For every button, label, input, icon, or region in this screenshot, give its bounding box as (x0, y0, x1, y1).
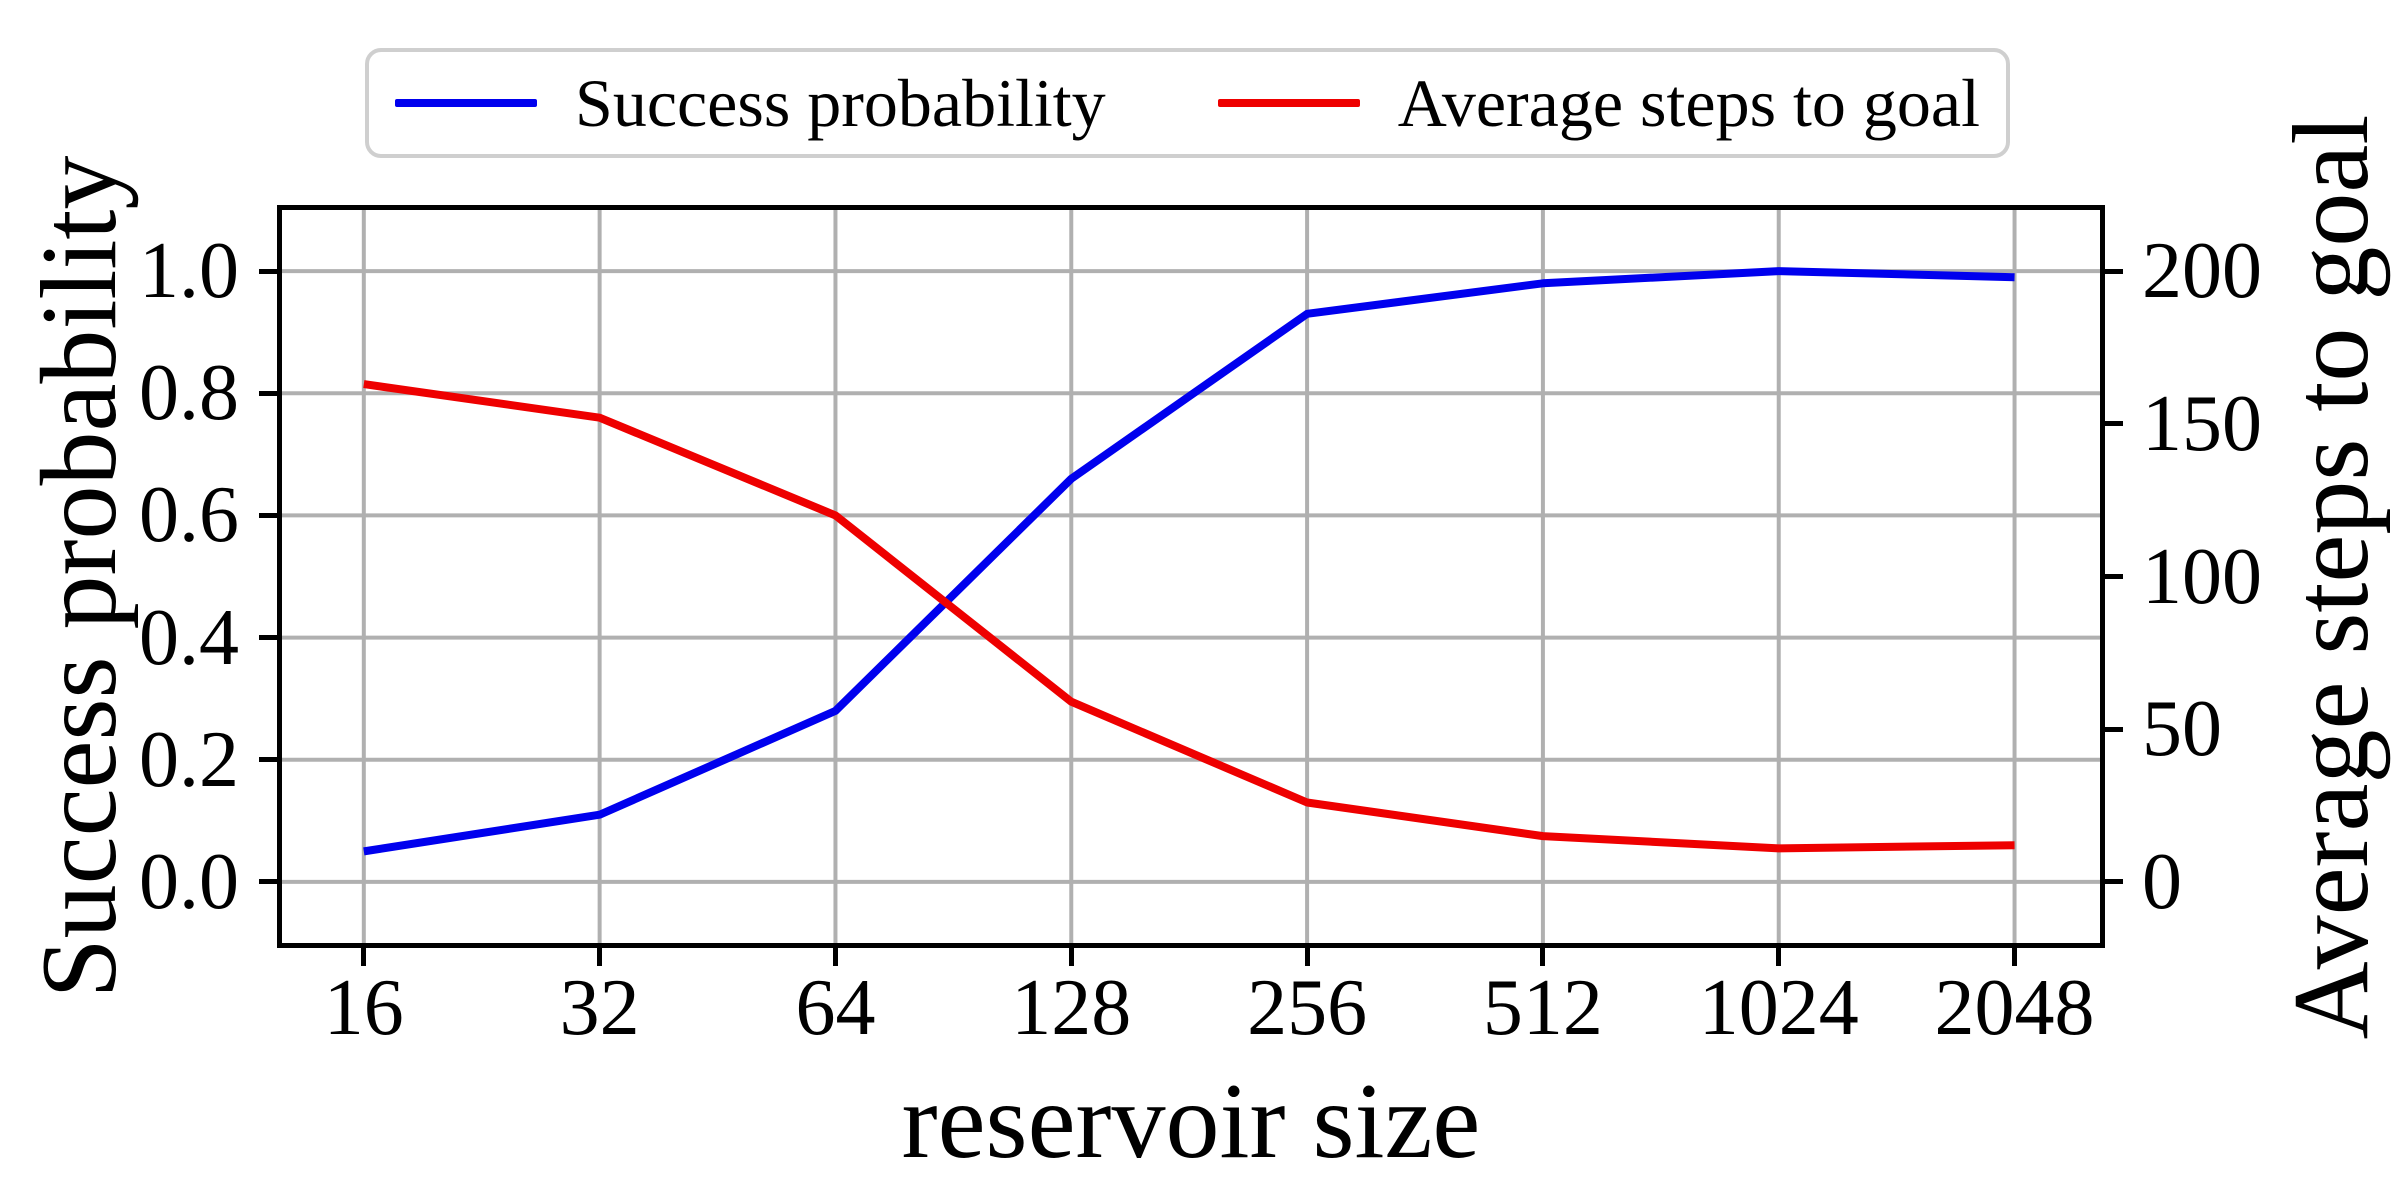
y-right-tick-mark (2105, 879, 2123, 885)
x-tick-mark (1304, 948, 1310, 966)
legend-entry-average-steps: Average steps to goal (1217, 65, 1980, 141)
y-right-tick-label: 50 (2142, 685, 2222, 774)
y-axis-label-right: Average steps to goal (2272, 114, 2391, 1040)
y-left-tick-mark (259, 635, 277, 641)
y-right-tick-mark (2105, 268, 2123, 274)
y-left-tick-mark (259, 268, 277, 274)
legend: Success probability Average steps to goa… (365, 48, 2010, 158)
y-left-tick-mark (259, 757, 277, 763)
y-left-tick-mark (259, 390, 277, 396)
y-left-tick-label: 1.0 (139, 227, 239, 316)
y-right-tick-label: 200 (2142, 227, 2262, 316)
y-right-tick-mark (2105, 726, 2123, 732)
chart-canvas (282, 210, 2100, 943)
legend-swatch-average-steps (1217, 99, 1360, 107)
x-tick-label: 512 (1482, 964, 1603, 1052)
y-left-tick-label: 0.0 (139, 837, 239, 926)
x-axis-label: reservoir size (901, 1062, 1481, 1181)
x-tick-label: 32 (559, 964, 640, 1052)
x-tick-mark (1540, 948, 1546, 966)
y-left-tick-label: 0.2 (139, 715, 239, 804)
y-left-tick-label: 0.4 (139, 593, 239, 682)
success-probability-line (363, 267, 2015, 856)
x-tick-mark (597, 948, 603, 966)
average-steps-to-goal-line (363, 380, 2015, 853)
x-tick-label: 64 (795, 964, 876, 1052)
x-tick-mark (2012, 948, 2018, 966)
y-right-tick-label: 0 (2142, 837, 2182, 926)
x-tick-label: 16 (323, 964, 404, 1052)
legend-swatch-success-probability (395, 99, 537, 107)
x-tick-label: 128 (1011, 964, 1132, 1052)
y-left-tick-label: 0.8 (139, 349, 239, 438)
x-tick-mark (832, 948, 838, 966)
y-left-tick-mark (259, 512, 277, 518)
x-tick-mark (361, 948, 367, 966)
x-tick-mark (1776, 948, 1782, 966)
x-tick-label: 1024 (1698, 964, 1859, 1052)
legend-entry-success-probability: Success probability (395, 69, 1106, 137)
y-right-tick-label: 150 (2142, 379, 2262, 468)
x-tick-mark (1068, 948, 1074, 966)
y-right-tick-mark (2105, 574, 2123, 579)
x-tick-label: 256 (1247, 964, 1368, 1052)
y-right-tick-mark (2105, 421, 2123, 427)
y-left-tick-mark (259, 879, 277, 885)
y-left-tick-label: 0.6 (139, 471, 239, 560)
y-right-tick-label: 100 (2142, 532, 2262, 621)
legend-label-success-probability: Success probability (575, 65, 1106, 141)
x-tick-label: 2048 (1934, 964, 2095, 1052)
plot-area (277, 205, 2105, 948)
legend-label-average-steps: Average steps to goal (1397, 65, 1980, 141)
